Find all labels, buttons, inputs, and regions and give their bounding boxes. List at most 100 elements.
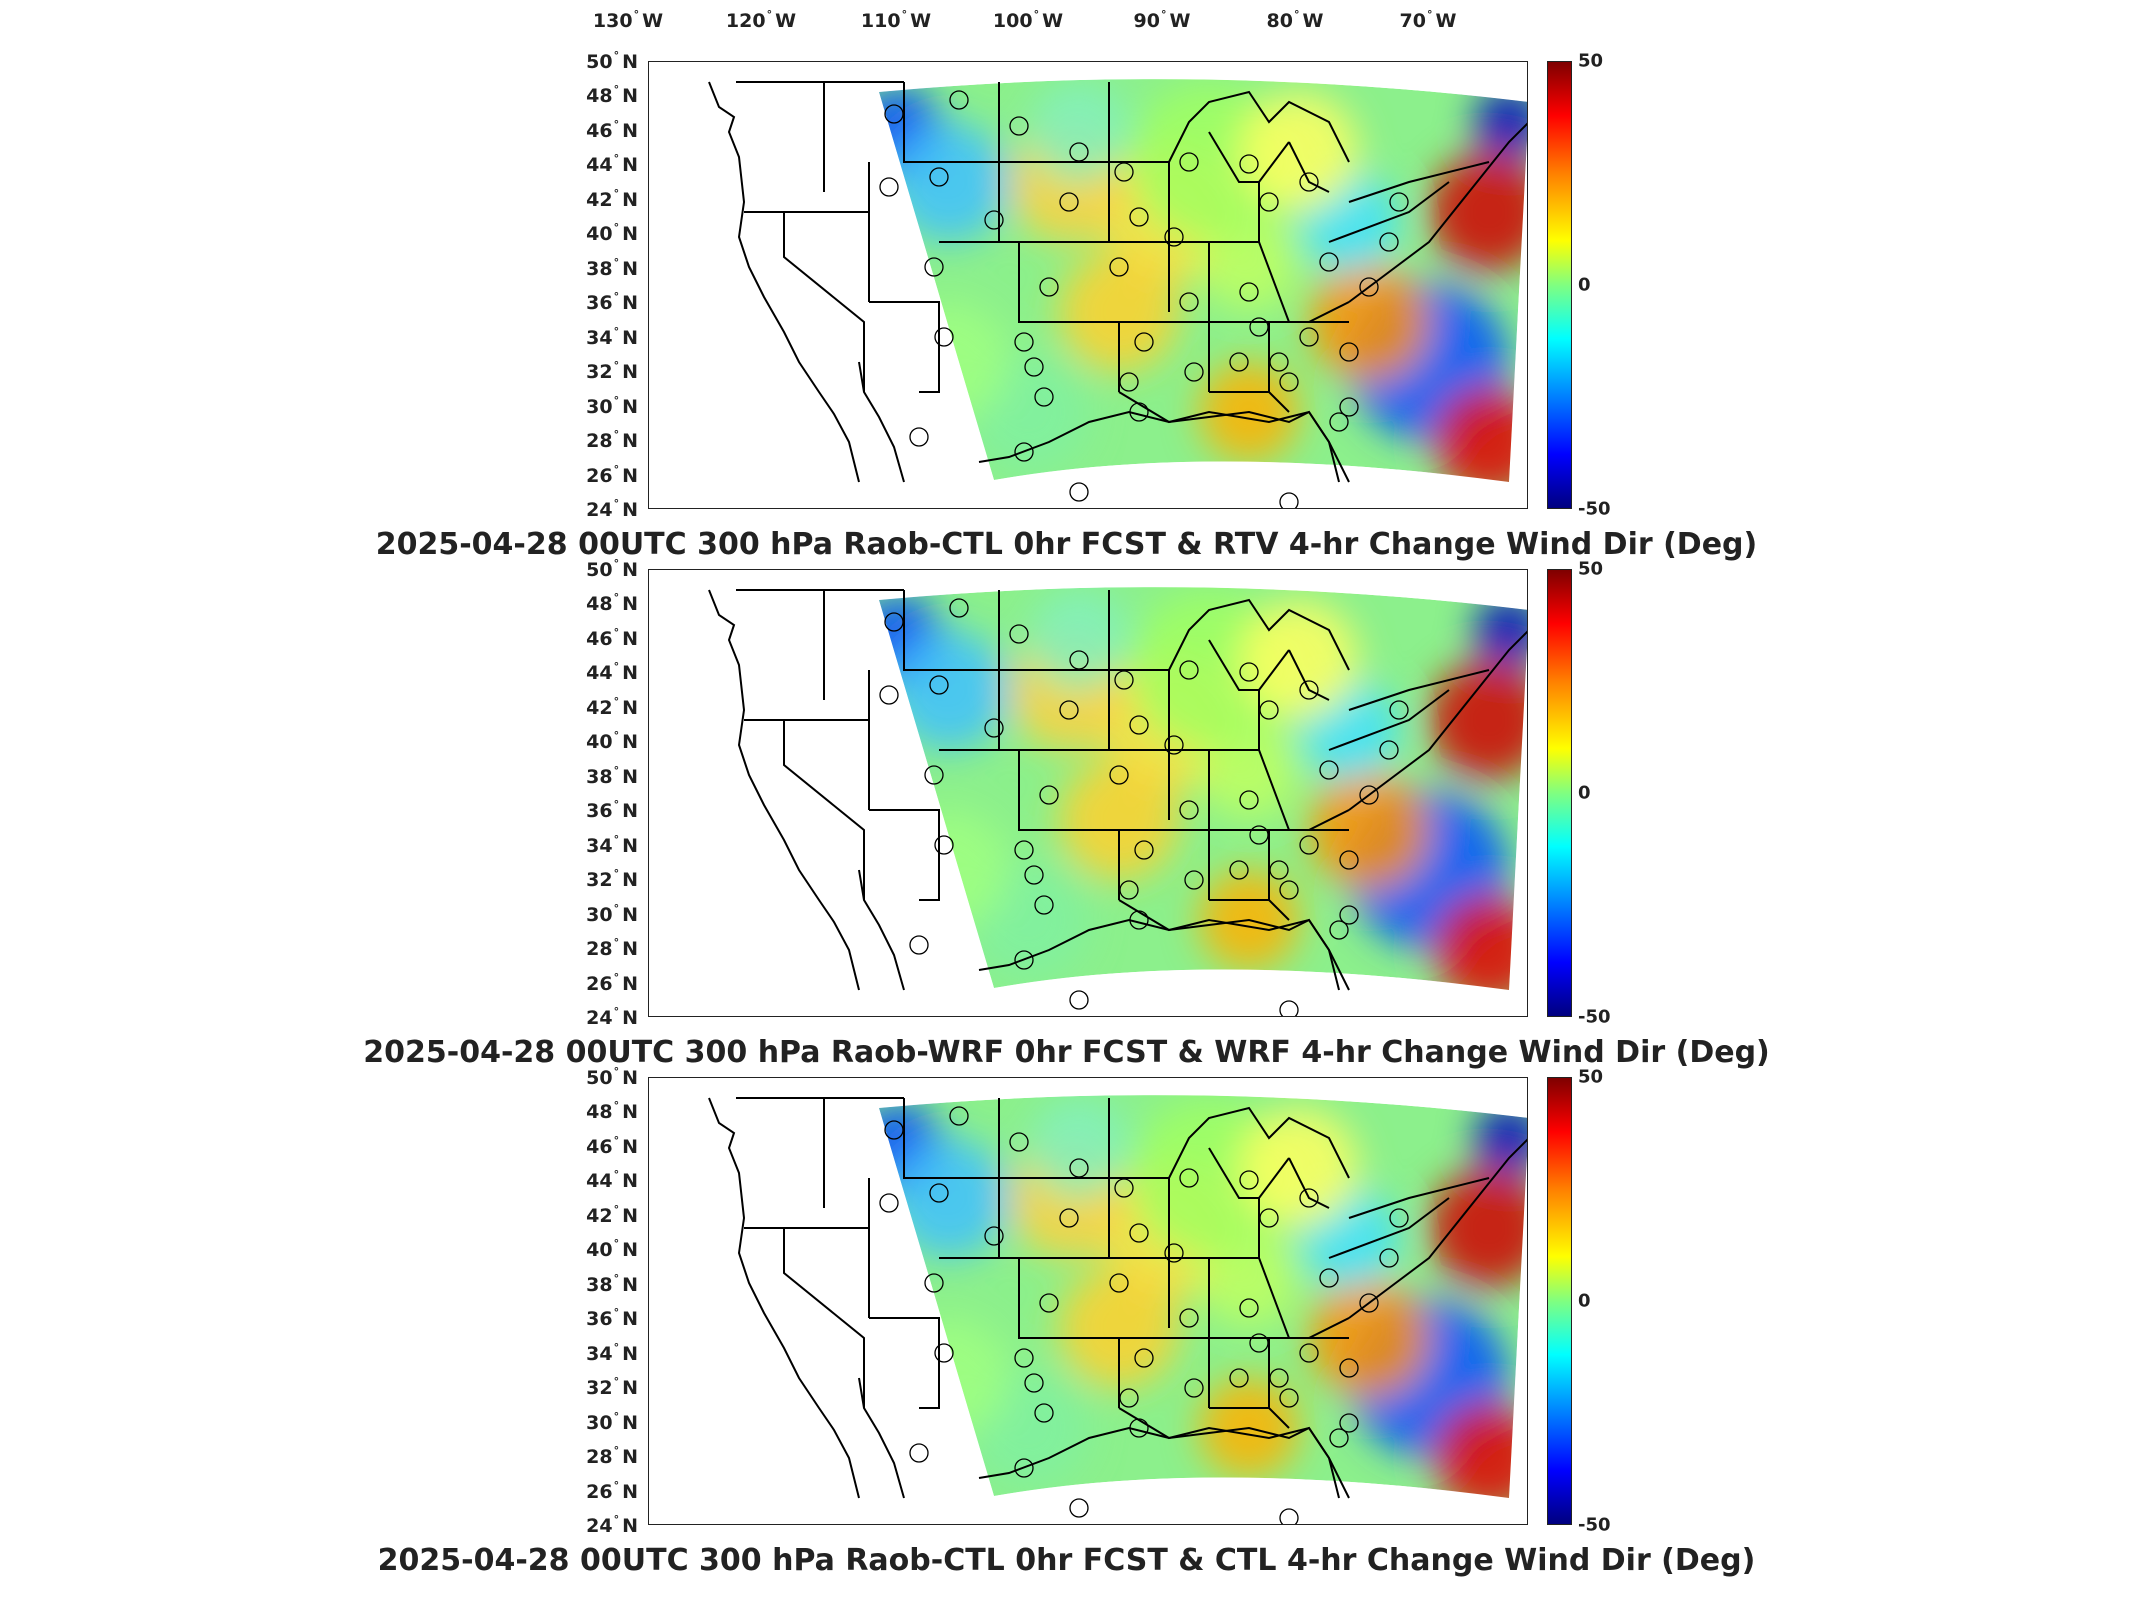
station-marker [1134,840,1154,860]
colorbar-tick-label: 0 [1578,274,1591,296]
colorbar-tick-label: 0 [1578,1290,1591,1312]
station-marker [1329,1428,1349,1448]
colorbar [1547,1077,1572,1525]
station-marker [1279,492,1299,508]
colorbar-tick-label: -50 [1578,1006,1611,1028]
station-marker [1279,372,1299,392]
station-marker [1319,1268,1339,1288]
longitude-label: 70° W [1399,8,1457,32]
panel-title: 2025-04-28 00UTC 300 hPa Raob-CTL 0hr FC… [377,1543,1756,1578]
station-marker [1329,412,1349,432]
station-marker [984,718,1004,738]
latitude-label: 34° N [586,832,638,857]
latitude-label: 40° N [586,221,638,246]
station-marker [1359,785,1379,805]
station-marker [1339,850,1359,870]
latitude-label: 46° N [586,1133,638,1158]
station-marker [1259,1208,1279,1228]
station-marker [1389,192,1409,212]
station-marker [1319,252,1339,272]
station-marker [1279,1508,1299,1524]
station-marker [1179,1168,1199,1188]
station-marker [1039,1293,1059,1313]
station-marker [1069,1158,1089,1178]
station-marker [1164,227,1184,247]
station-marker [1329,920,1349,940]
station-marker [1069,482,1089,502]
latitude-label: 40° N [586,729,638,754]
latitude-label: 48° N [586,83,638,108]
station-marker [1239,790,1259,810]
station-marker [1039,277,1059,297]
longitude-label: 100° W [992,8,1064,32]
latitude-label: 42° N [586,186,638,211]
station-marker [1379,232,1399,252]
station-marker [1339,1358,1359,1378]
latitude-label: 50° N [586,557,638,581]
station-marker [884,104,904,124]
latitude-label: 36° N [586,290,638,315]
station-marker [1024,865,1044,885]
station-marker [1179,1308,1199,1328]
station-marker [924,1273,944,1293]
latitude-label: 38° N [586,255,638,280]
station-marker [1129,715,1149,735]
latitude-label: 34° N [586,324,638,349]
station-marker [1179,292,1199,312]
station-marker [1239,1298,1259,1318]
latitude-label: 26° N [586,1478,638,1503]
station-marker [1299,327,1319,347]
station-marker [1014,442,1034,462]
station-marker [1109,765,1129,785]
latitude-label: 42° N [586,1202,638,1227]
station-marker [924,257,944,277]
station-marker [1239,154,1259,174]
latitude-label: 32° N [586,359,638,384]
station-marker [1014,332,1034,352]
map-frame [648,569,1528,1017]
station-marker [1359,277,1379,297]
latitude-label: 30° N [586,901,638,926]
colorbar-tick-label: 50 [1578,558,1604,580]
station-marker [1389,700,1409,720]
latitude-label: 38° N [586,763,638,788]
map-canvas [708,1095,1527,1524]
station-marker [879,177,899,197]
station-marker [1129,1418,1149,1438]
colorbar-tick-label: -50 [1578,498,1611,520]
latitude-label: 30° N [586,1409,638,1434]
state-boundaries [708,81,1527,483]
station-marker [929,675,949,695]
station-marker [1119,880,1139,900]
latitude-label: 24° N [586,1513,638,1537]
longitude-label: 120° W [725,8,797,32]
station-marker [1134,332,1154,352]
latitude-label: 26° N [586,462,638,487]
station-marker [1134,1348,1154,1368]
station-marker [1259,192,1279,212]
station-marker [934,1343,954,1363]
wind-direction-field [879,587,1527,991]
latitude-label: 24° N [586,1005,638,1029]
station-marker [1014,840,1034,860]
station-marker [1339,342,1359,362]
station-marker [1059,700,1079,720]
station-marker [984,1226,1004,1246]
station-marker [1229,352,1249,372]
station-marker [1069,1498,1089,1518]
map-frame [648,61,1528,509]
station-marker [1039,785,1059,805]
station-marker [949,598,969,618]
latitude-label: 50° N [586,49,638,73]
station-marker [1229,860,1249,880]
station-marker [1109,1273,1129,1293]
station-marker [879,1193,899,1213]
station-markers [879,598,1409,1016]
station-marker [1114,162,1134,182]
colorbar-tick-label: -50 [1578,1514,1611,1536]
station-marker [984,210,1004,230]
station-marker [1279,1388,1299,1408]
longitude-label: 80° W [1266,8,1324,32]
station-marker [1179,800,1199,820]
latitude-label: 36° N [586,798,638,823]
